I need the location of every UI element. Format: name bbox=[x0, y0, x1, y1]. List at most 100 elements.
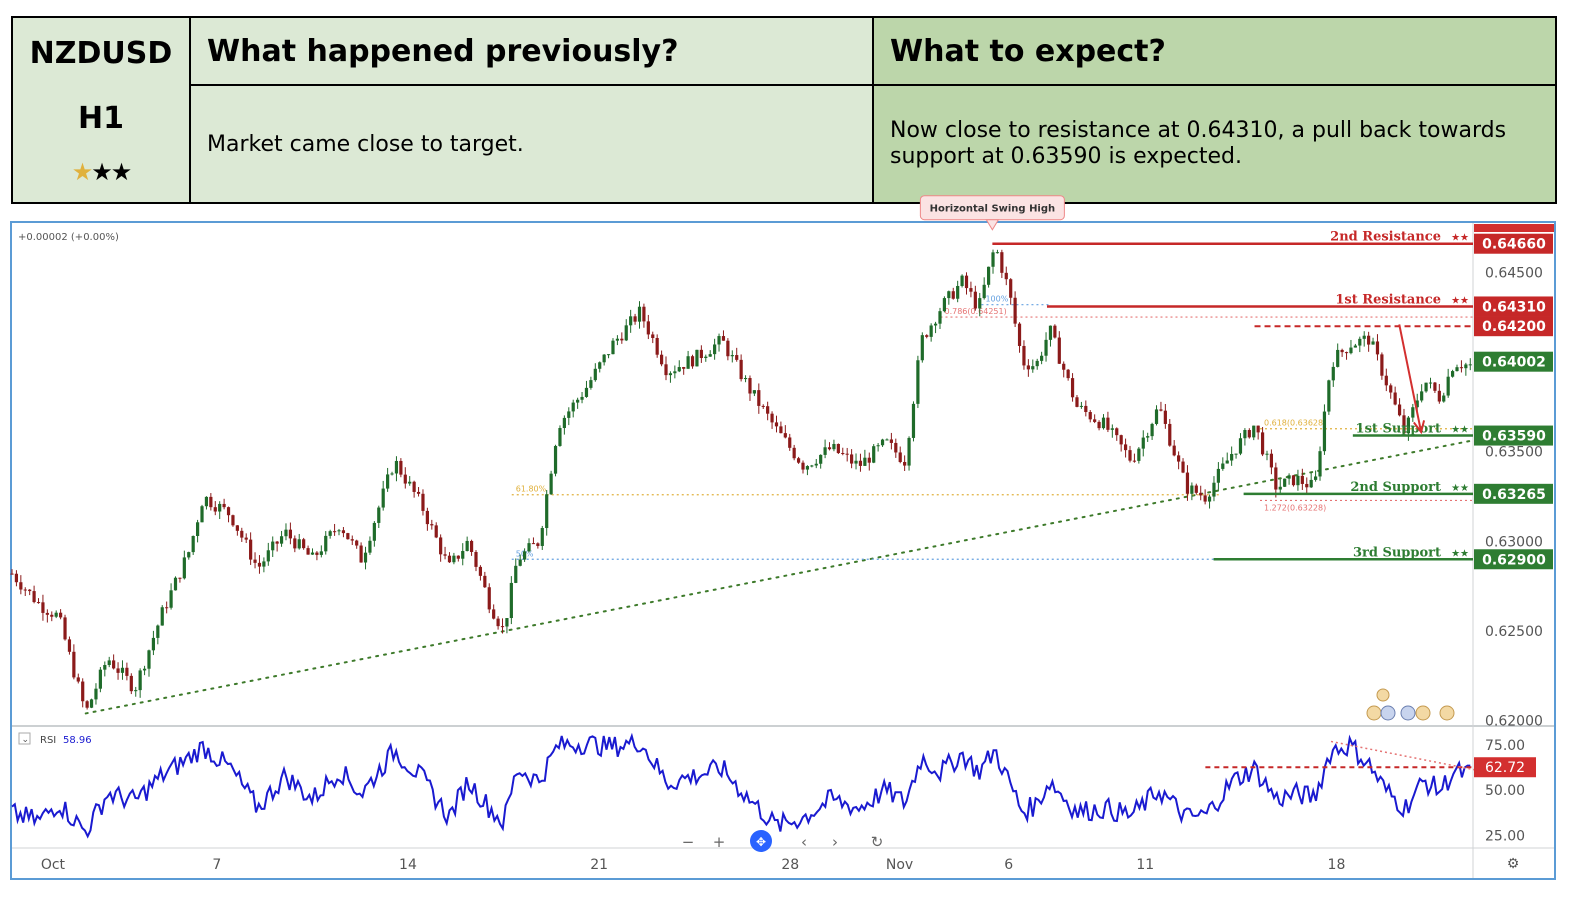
level-price-label: 0.63590 bbox=[1482, 429, 1546, 445]
candle-body bbox=[748, 377, 752, 394]
candle-body bbox=[138, 670, 142, 691]
candle-body bbox=[1327, 380, 1331, 412]
candle-body bbox=[1115, 428, 1119, 436]
candle-body bbox=[94, 688, 98, 700]
candle-body bbox=[1216, 468, 1220, 483]
candle-body bbox=[165, 607, 169, 609]
level-price-label: 0.63265 bbox=[1482, 487, 1546, 503]
rsi-tick-label: 75.00 bbox=[1485, 738, 1525, 754]
candle-body bbox=[1336, 349, 1340, 367]
candle-body bbox=[213, 507, 217, 512]
candle-body bbox=[713, 344, 717, 355]
candle-body bbox=[606, 354, 611, 356]
candle-body bbox=[112, 660, 116, 669]
candle-body bbox=[982, 284, 986, 299]
scroll-left-button[interactable]: ‹ bbox=[801, 833, 807, 851]
candle-body bbox=[377, 507, 381, 523]
candle-body bbox=[195, 522, 200, 536]
candle-body bbox=[1256, 425, 1260, 433]
candle-body bbox=[545, 494, 549, 529]
candle-body bbox=[1265, 453, 1269, 455]
candle-body bbox=[925, 335, 929, 337]
star-black-icon: ★ bbox=[110, 158, 132, 186]
candle-body bbox=[1048, 325, 1053, 340]
candle-body bbox=[328, 531, 332, 536]
candle-body bbox=[911, 403, 916, 438]
time-tick-label: 6 bbox=[1004, 857, 1013, 873]
annotation-text: Horizontal Swing High bbox=[930, 204, 1056, 215]
reset-view-button[interactable] bbox=[750, 830, 772, 852]
candle-body bbox=[178, 577, 182, 579]
pair-cell: NZDUSD H1 ★★★ bbox=[11, 16, 191, 204]
candle-body bbox=[1225, 460, 1229, 464]
candle-body bbox=[1322, 411, 1327, 452]
candle-body bbox=[845, 453, 849, 455]
candle-body bbox=[50, 614, 54, 617]
candle-body bbox=[655, 337, 659, 355]
candle-body bbox=[757, 390, 761, 406]
candle-body bbox=[752, 390, 756, 394]
candle-body bbox=[880, 439, 885, 446]
time-tick-label: Nov bbox=[886, 857, 913, 873]
refresh-button[interactable]: ↻ bbox=[871, 833, 884, 851]
current-price-label: 0.64002 bbox=[1482, 355, 1546, 371]
candle-body bbox=[36, 602, 41, 604]
candle-body bbox=[699, 349, 703, 359]
candle-body bbox=[624, 325, 628, 341]
candle-body bbox=[726, 340, 730, 357]
scroll-right-button[interactable]: › bbox=[832, 833, 838, 851]
candle-body bbox=[363, 552, 368, 563]
previous-text: Market came close to target. bbox=[189, 84, 874, 204]
candle-body bbox=[310, 552, 315, 555]
candle-body bbox=[1177, 455, 1181, 462]
zoom-in-button[interactable]: + bbox=[713, 833, 726, 851]
fib-label: 1.272(0.63228) bbox=[1264, 503, 1326, 512]
candle-body bbox=[611, 340, 615, 355]
candle-body bbox=[774, 422, 779, 427]
candle-body bbox=[1424, 382, 1428, 392]
candle-body bbox=[664, 364, 668, 376]
candle-body bbox=[889, 439, 893, 443]
candle-body bbox=[1203, 495, 1207, 502]
candle-body bbox=[1230, 453, 1234, 461]
candle-body bbox=[478, 566, 483, 576]
candle-body bbox=[85, 701, 89, 708]
candle-body bbox=[978, 298, 982, 309]
candle-body bbox=[629, 316, 633, 326]
candle-body bbox=[1291, 475, 1296, 486]
candle-body bbox=[646, 321, 650, 335]
candle-body bbox=[584, 387, 589, 397]
rsi-collapse-button[interactable] bbox=[18, 732, 31, 745]
candle-body bbox=[249, 539, 253, 560]
candle-body bbox=[1446, 376, 1450, 396]
price-tick-label: 0.62000 bbox=[1485, 714, 1543, 730]
candle-body bbox=[549, 473, 553, 495]
pair-symbol: NZDUSD bbox=[29, 36, 173, 71]
candle-body bbox=[1428, 382, 1433, 384]
candle-body bbox=[867, 457, 871, 463]
candle-body bbox=[1044, 339, 1048, 356]
settings-gear-icon[interactable]: ⚙ bbox=[1507, 856, 1520, 872]
candle-body bbox=[593, 368, 597, 381]
zoom-out-button[interactable]: − bbox=[682, 833, 695, 851]
candle-body bbox=[1309, 479, 1313, 488]
candle-body bbox=[355, 540, 359, 546]
candle-body bbox=[200, 506, 204, 523]
level-name: 1st Support bbox=[1356, 422, 1441, 437]
candle-body bbox=[1389, 385, 1393, 393]
candle-body bbox=[1252, 425, 1256, 438]
candle-body bbox=[23, 589, 27, 591]
candle-body bbox=[1340, 349, 1344, 353]
candle-body bbox=[421, 493, 425, 511]
candle-body bbox=[1344, 352, 1349, 354]
candle-body bbox=[1437, 390, 1441, 402]
candle-body bbox=[1132, 460, 1137, 462]
candle-body bbox=[792, 447, 796, 459]
candle-body bbox=[337, 530, 341, 532]
candle-body bbox=[1119, 435, 1123, 445]
candle-body bbox=[1238, 438, 1243, 454]
rsi-marker-tag bbox=[1474, 757, 1536, 778]
candle-body bbox=[1106, 417, 1110, 430]
candle-body bbox=[456, 555, 460, 559]
